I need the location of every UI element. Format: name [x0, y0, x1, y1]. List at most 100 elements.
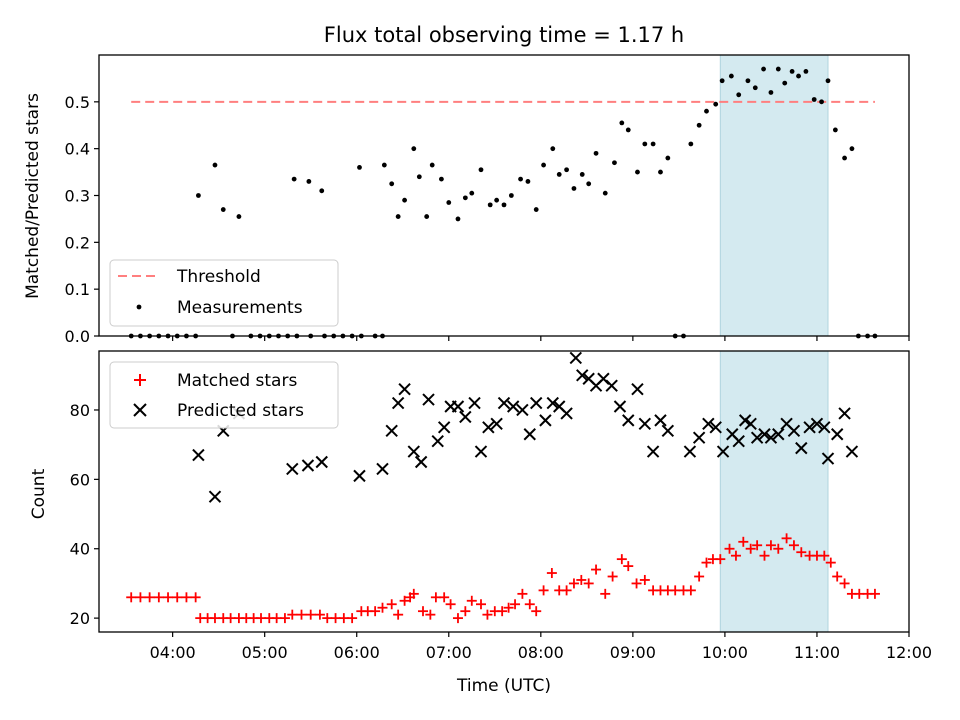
matched-star-point: [607, 571, 618, 582]
matched-star-point: [781, 533, 792, 544]
matched-star-point: [524, 599, 535, 610]
measurement-point: [306, 179, 312, 184]
predicted-star-point: [569, 351, 583, 365]
y-top-tick-label: 0.0: [65, 327, 90, 346]
x-tick-label: 04:00: [150, 643, 196, 662]
legend-predicted-swatch: [133, 403, 147, 417]
measurement-point: [736, 92, 742, 98]
predicted-star-point: [821, 452, 835, 465]
matched-star-point: [869, 588, 880, 599]
predicted-star-point: [301, 459, 315, 472]
measurement-point: [357, 165, 362, 170]
predicted-star-point: [516, 403, 529, 417]
measurement-point: [196, 193, 201, 198]
predicted-star-point: [539, 414, 552, 427]
legend-measurements-label: Measurements: [177, 298, 303, 318]
x-tick-label: 07:00: [426, 643, 472, 662]
x-axis-bottom: 04:00 05:00 06:00 07:00 08:00 09:00 10:00 11:00…: [150, 632, 932, 662]
matched-star-point: [701, 557, 712, 568]
matched-star-point: [796, 547, 807, 558]
matched-star-point: [517, 588, 528, 599]
matched-star-point: [135, 592, 146, 603]
predicted-star-point: [631, 382, 644, 396]
matched-star-point: [466, 595, 477, 606]
matched-star-point: [425, 609, 436, 620]
matched-star-point: [475, 599, 486, 610]
measurement-point: [782, 80, 788, 86]
predicted-star-point: [391, 396, 405, 410]
matched-star-point: [724, 543, 735, 554]
matched-star-point: [546, 568, 557, 579]
legend-bottom-box: [109, 361, 339, 429]
matched-star-point: [745, 543, 756, 554]
matched-star-point: [839, 578, 850, 589]
measurement-point: [212, 162, 218, 168]
predicted-star-point: [738, 414, 752, 427]
predicted-star-point: [709, 421, 722, 434]
measurement-point: [650, 141, 656, 147]
predicted-star-point: [376, 462, 389, 476]
matched-star-point: [773, 543, 784, 554]
matched-star-point: [497, 606, 508, 617]
predicted-star-point: [758, 428, 771, 441]
measurement-point: [696, 122, 702, 128]
matched-star-point: [393, 609, 404, 620]
measurement-point: [439, 176, 444, 182]
measurement-point: [381, 162, 387, 168]
y-axis-bottom: 20 40 60 80: [70, 401, 99, 628]
predicted-star-point: [692, 431, 706, 444]
predicted-star-point: [407, 445, 421, 458]
matched-star-point: [616, 554, 627, 565]
predicted-star-point: [744, 417, 757, 431]
measurement-point: [642, 141, 648, 147]
measurement-point: [556, 172, 562, 177]
measurement-point: [849, 146, 855, 152]
measurement-point: [612, 160, 617, 166]
measurement-point: [635, 169, 640, 175]
matched-star-point: [370, 606, 381, 617]
matched-star-point: [172, 592, 183, 603]
matched-star-point: [445, 599, 456, 610]
matched-star-point: [279, 613, 290, 624]
x-tick-label: 11:00: [794, 643, 840, 662]
predicted-star-point: [474, 445, 488, 458]
y-top-tick-label: 0.2: [65, 233, 90, 252]
predicted-star-point: [622, 414, 635, 427]
measurement-point: [811, 97, 817, 102]
legend-predicted-label: Predicted stars: [177, 401, 304, 421]
y-axis-label-top: Matched/Predicted stars: [23, 93, 43, 299]
measurement-point: [752, 85, 758, 91]
measurement-point: [719, 78, 725, 84]
predicted-star-point: [732, 434, 745, 448]
predicted-star-point: [482, 421, 495, 434]
predicted-star-point: [497, 396, 511, 410]
predicted-star-point: [315, 455, 328, 469]
matched-star-point: [591, 564, 602, 575]
y-axis-label-bottom: Count: [29, 468, 49, 519]
measurement-point: [825, 78, 831, 84]
measurement-point: [446, 200, 452, 205]
measurement-point: [455, 216, 461, 222]
matched-star-point: [788, 540, 799, 551]
measurement-point: [411, 146, 417, 152]
predicted-star-point: [845, 445, 859, 458]
matched-star-point: [631, 578, 642, 589]
matched-star-point: [386, 599, 397, 610]
measurement-point: [395, 214, 401, 219]
measurement-point: [429, 162, 435, 168]
predicted-star-point: [286, 462, 299, 476]
matched-star-point: [685, 585, 696, 596]
predicted-star-point: [353, 469, 366, 483]
y-axis-top: 0.0 0.1 0.2 0.3 0.4 0.5: [65, 93, 99, 346]
measurement-point: [291, 176, 297, 182]
measurement-point: [688, 141, 694, 147]
matched-star-point: [825, 557, 836, 568]
matched-star-point: [439, 592, 450, 603]
predicted-star-point: [422, 393, 435, 406]
predicted-star-point: [523, 428, 536, 441]
measurement-point: [579, 172, 585, 177]
measurement-point: [236, 214, 242, 219]
predicted-star-point: [208, 490, 222, 503]
measurement-point: [469, 190, 475, 196]
matched-star-point: [287, 609, 298, 620]
